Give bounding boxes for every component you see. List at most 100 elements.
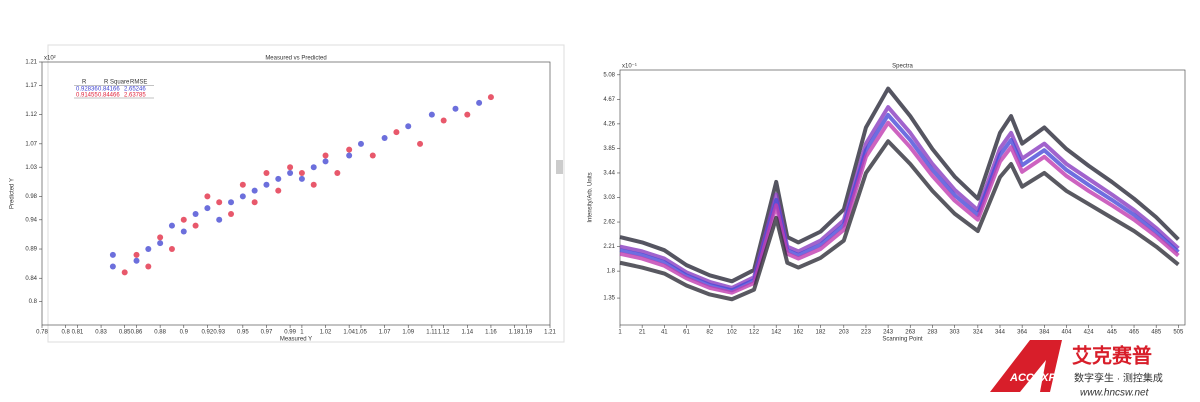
axis-multiplier: x10⁻¹ <box>622 64 637 70</box>
x-tick-label: 465 <box>1129 330 1140 336</box>
y-tick-label: 4.26 <box>603 121 615 127</box>
x-tick-label: 1.19 <box>521 330 533 336</box>
point <box>251 199 258 206</box>
x-tick-label: 0.88 <box>154 330 166 336</box>
point <box>452 105 459 112</box>
y-tick-label: 2.21 <box>603 244 615 250</box>
x-tick-label: 505 <box>1173 330 1184 336</box>
x-tick-label: 0.99 <box>284 330 296 336</box>
x-tick-label: 344 <box>995 330 1006 336</box>
spectrum-line <box>619 86 1180 284</box>
x-tick-label: 182 <box>816 330 827 336</box>
x-tick-label: 243 <box>883 330 894 336</box>
y-tick-label: 0.94 <box>25 217 37 223</box>
x-tick-label: 1 <box>618 330 622 336</box>
point <box>322 158 329 165</box>
point <box>263 170 270 177</box>
x-tick-label: 1.12 <box>438 330 450 336</box>
point <box>192 210 199 217</box>
x-tick-label: 0.86 <box>131 330 143 336</box>
left-panel <box>47 44 565 343</box>
stats-header: R Square <box>104 80 130 86</box>
x-tick-label: 324 <box>973 330 984 336</box>
stats-header: R <box>82 80 87 86</box>
point <box>428 111 435 118</box>
point <box>109 251 116 258</box>
point <box>204 205 211 212</box>
point <box>346 146 353 153</box>
point <box>393 129 400 136</box>
point <box>464 111 471 118</box>
point <box>310 181 317 188</box>
y-tick-label: 5.08 <box>603 72 615 78</box>
point <box>275 175 282 182</box>
point <box>109 263 116 270</box>
y-tick-label: 3.03 <box>603 195 615 201</box>
plot-area <box>41 61 551 326</box>
y-tick-label: 1.07 <box>25 141 37 147</box>
x-axis-label: Scanning Point <box>882 337 923 343</box>
chart-title: Spectra <box>892 64 913 70</box>
y-tick-label: 0.8 <box>29 299 38 305</box>
point <box>216 216 223 223</box>
point <box>168 246 175 253</box>
point <box>145 246 152 253</box>
y-axis-label: Intensity/Arb. Units <box>588 172 594 222</box>
point <box>168 222 175 229</box>
y-tick-label: 0.98 <box>25 194 37 200</box>
point <box>157 240 164 247</box>
x-tick-label: 303 <box>950 330 961 336</box>
x-tick-label: 1.02 <box>320 330 332 336</box>
y-tick-label: 2.62 <box>603 220 615 226</box>
x-tick-label: 1.09 <box>402 330 414 336</box>
stats-cell: 0.91455 <box>76 93 98 99</box>
point <box>180 228 187 235</box>
point <box>216 199 223 206</box>
point <box>334 170 341 177</box>
point <box>180 216 187 223</box>
point <box>263 181 270 188</box>
x-tick-label: 1.18 <box>509 330 521 336</box>
y-tick-label: 1.35 <box>603 296 615 302</box>
x-tick-label: 1.05 <box>355 330 367 336</box>
x-tick-label: 122 <box>749 330 760 336</box>
point <box>251 187 258 194</box>
x-tick-label: 384 <box>1039 330 1050 336</box>
spectrum-line <box>619 139 1180 302</box>
point <box>133 251 140 258</box>
x-tick-label: 424 <box>1084 330 1095 336</box>
point <box>204 193 211 200</box>
point <box>440 117 447 124</box>
chart: Measured vs Predicted Measured Y Predicted… <box>10 56 557 343</box>
y-tick-label: 1.17 <box>25 83 37 89</box>
stats-cell: 2.63785 <box>124 93 146 99</box>
spectrum-line <box>619 112 1180 293</box>
stats-cell: 0.84466 <box>98 93 120 99</box>
scrollbar <box>556 160 563 174</box>
y-tick-label: 4.67 <box>603 97 615 103</box>
point <box>369 152 376 159</box>
spectrum-line <box>619 105 1180 290</box>
x-tick-label: 1 <box>300 330 304 336</box>
logo-icon <box>990 340 1062 392</box>
point <box>381 134 388 141</box>
x-tick-label: 162 <box>793 330 804 336</box>
point <box>298 175 305 182</box>
point <box>192 222 199 229</box>
point <box>417 140 424 147</box>
point <box>133 257 140 264</box>
point <box>405 123 412 130</box>
x-tick-label: 223 <box>861 330 872 336</box>
logo-brand: 艾克赛普 <box>1072 343 1152 367</box>
x-tick-label: 0.93 <box>213 330 225 336</box>
logo-tagline: 数字孪生 · 测控集成 <box>1074 372 1163 385</box>
x-tick-label: 1.11 <box>426 330 438 336</box>
x-tick-label: 404 <box>1061 330 1072 336</box>
y-tick-label: 3.44 <box>603 171 615 177</box>
point <box>228 210 235 217</box>
x-tick-label: 0.83 <box>95 330 107 336</box>
y-tick-label: 1.21 <box>25 60 37 66</box>
spectrum-line <box>619 120 1180 295</box>
y-tick-label: 1.03 <box>25 165 37 171</box>
x-tick-label: 0.8 <box>61 330 70 336</box>
